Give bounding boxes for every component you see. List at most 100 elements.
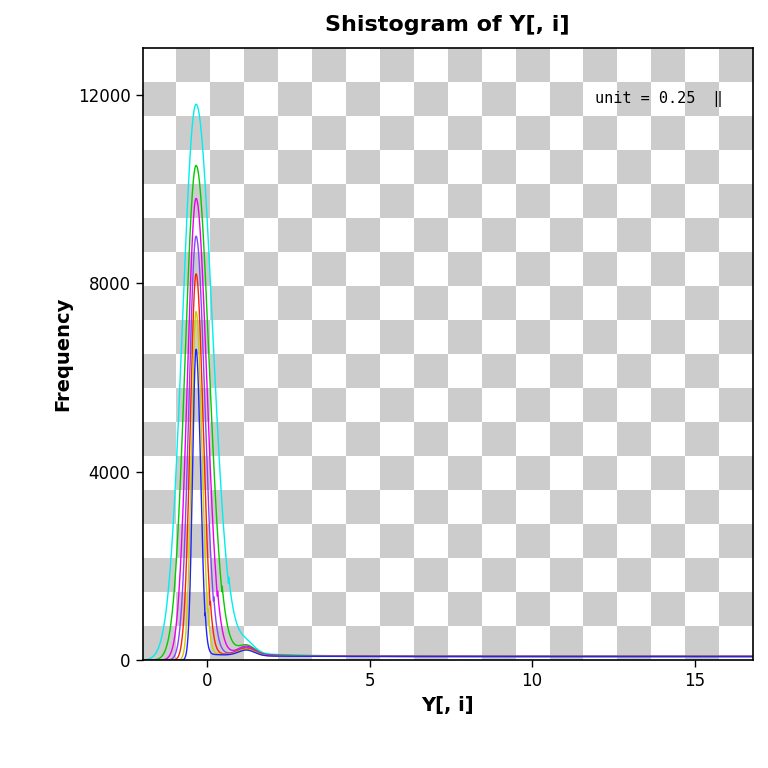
Bar (584, 48, 617, 81)
Bar (380, 116, 414, 150)
Bar (753, 14, 768, 48)
Bar (346, 81, 380, 116)
Bar (617, 490, 651, 524)
Bar (617, 286, 651, 320)
Bar (143, 490, 177, 524)
Bar (549, 286, 584, 320)
Bar (177, 252, 210, 286)
Bar (651, 456, 685, 490)
Bar (210, 218, 244, 252)
Bar (278, 422, 312, 456)
Bar (414, 81, 448, 116)
Bar (278, 150, 312, 184)
Bar (482, 150, 515, 184)
Bar (414, 558, 448, 592)
Bar (549, 14, 584, 48)
Bar (312, 456, 346, 490)
Bar (549, 218, 584, 252)
Bar (515, 252, 549, 286)
Bar (753, 286, 768, 320)
Bar (719, 320, 753, 354)
Bar (414, 490, 448, 524)
Bar (685, 218, 719, 252)
Bar (753, 218, 768, 252)
Bar (312, 388, 346, 422)
Bar (617, 81, 651, 116)
Bar (482, 218, 515, 252)
X-axis label: Y[, i]: Y[, i] (422, 696, 474, 714)
Bar (482, 81, 515, 116)
Bar (210, 490, 244, 524)
Bar (515, 388, 549, 422)
Bar (685, 626, 719, 660)
Bar (651, 116, 685, 150)
Bar (448, 184, 482, 218)
Bar (482, 14, 515, 48)
Bar (244, 592, 278, 626)
Bar (414, 218, 448, 252)
Bar (143, 354, 177, 388)
Bar (482, 422, 515, 456)
Bar (651, 252, 685, 286)
Bar (210, 286, 244, 320)
Bar (177, 524, 210, 558)
Bar (244, 320, 278, 354)
Bar (719, 456, 753, 490)
Bar (346, 354, 380, 388)
Bar (380, 524, 414, 558)
Bar (210, 354, 244, 388)
Bar (346, 422, 380, 456)
Bar (685, 354, 719, 388)
Bar (244, 184, 278, 218)
Bar (617, 14, 651, 48)
Text: unit = 0.25  ‖: unit = 0.25 ‖ (594, 91, 723, 107)
Bar (143, 150, 177, 184)
Bar (482, 490, 515, 524)
Bar (143, 626, 177, 660)
Bar (278, 626, 312, 660)
Bar (753, 354, 768, 388)
Bar (584, 320, 617, 354)
Bar (380, 388, 414, 422)
Title: Shistogram of Y[, i]: Shistogram of Y[, i] (326, 15, 570, 35)
Bar (312, 320, 346, 354)
Bar (719, 184, 753, 218)
Bar (617, 150, 651, 184)
Bar (448, 252, 482, 286)
Bar (210, 81, 244, 116)
Bar (448, 524, 482, 558)
Bar (278, 354, 312, 388)
Bar (380, 456, 414, 490)
Bar (414, 626, 448, 660)
Bar (617, 218, 651, 252)
Bar (143, 422, 177, 456)
Bar (177, 320, 210, 354)
Bar (448, 48, 482, 81)
Bar (312, 592, 346, 626)
Bar (685, 422, 719, 456)
Bar (312, 48, 346, 81)
Bar (177, 592, 210, 626)
Bar (278, 218, 312, 252)
Bar (584, 388, 617, 422)
Bar (210, 558, 244, 592)
Bar (177, 48, 210, 81)
Bar (685, 286, 719, 320)
Bar (549, 626, 584, 660)
Bar (414, 354, 448, 388)
Bar (685, 490, 719, 524)
Bar (515, 524, 549, 558)
Bar (584, 456, 617, 490)
Bar (244, 456, 278, 490)
Bar (753, 558, 768, 592)
Bar (515, 320, 549, 354)
Bar (719, 388, 753, 422)
Bar (515, 48, 549, 81)
Bar (210, 422, 244, 456)
Bar (177, 116, 210, 150)
Bar (177, 388, 210, 422)
Bar (177, 184, 210, 218)
Bar (210, 14, 244, 48)
Bar (753, 626, 768, 660)
Bar (685, 558, 719, 592)
